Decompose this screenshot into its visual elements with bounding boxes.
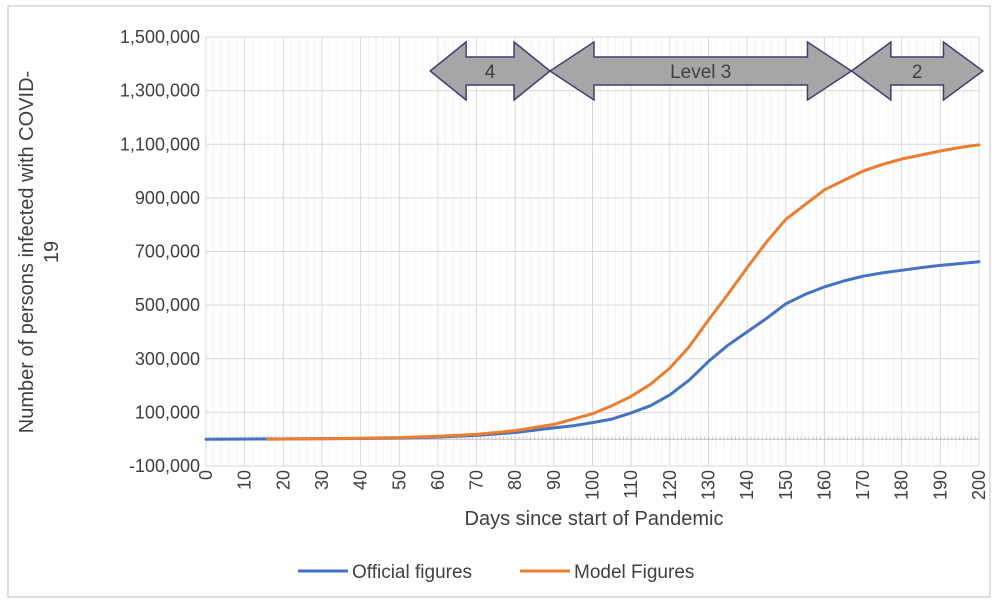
x-tick-label: 130	[698, 470, 718, 500]
x-axis-label: Days since start of Pandemic	[465, 508, 724, 530]
x-tick-label: 60	[428, 470, 448, 490]
y-tick-label: 300,000	[135, 349, 200, 369]
y-tick-label: 100,000	[135, 402, 200, 422]
x-tick-label: 120	[660, 470, 680, 500]
legend-label: Model Figures	[574, 562, 694, 583]
x-tick-label: 50	[389, 470, 409, 490]
legend: Official figures Model Figures	[298, 562, 694, 583]
x-tick-label: 0	[196, 470, 216, 480]
y-tick-label: 700,000	[135, 242, 200, 262]
level-annotations: 4 Level 3 2	[428, 40, 985, 102]
y-axis-label-line: 19	[41, 241, 63, 263]
x-axis-ticks: 0 10 20 30 40 50 60 70 80 90 100 110 120 130 140 150 160…	[196, 470, 989, 500]
x-tick-label: 90	[544, 470, 564, 490]
y-tick-label: 900,000	[135, 188, 200, 208]
y-tick-label: -100,000	[129, 456, 200, 476]
level-arrow-label: Level 3	[670, 62, 731, 83]
y-tick-label: 500,000	[135, 295, 200, 315]
level-arrow-label: 4	[485, 62, 496, 83]
series-line	[266, 143, 981, 441]
level-arrow	[850, 40, 985, 102]
legend-label: Official figures	[352, 562, 472, 583]
y-axis-ticks: -100,000 100,000 300,000 500,000 700,000 900,…	[120, 27, 200, 476]
x-tick-label: 190	[930, 470, 950, 500]
x-tick-label: 140	[737, 470, 757, 500]
x-tick-label: 200	[969, 470, 989, 500]
x-tick-label: 20	[273, 470, 293, 490]
chart-frame	[7, 5, 991, 598]
y-tick-label: 1,300,000	[120, 81, 200, 101]
level-arrow-label: 2	[912, 62, 923, 83]
y-axis-label-line: Number of persons infected with COVID-	[16, 71, 38, 433]
x-tick-label: 40	[351, 470, 371, 490]
y-tick-label: 1,500,000	[120, 27, 200, 47]
x-tick-label: 70	[467, 470, 487, 490]
x-tick-label: 30	[312, 470, 332, 490]
y-axis-label: Number of persons infected with COVID- 19	[16, 71, 63, 433]
x-tick-label: 160	[814, 470, 834, 500]
y-tick-label: 1,100,000	[120, 134, 200, 154]
x-tick-label: 80	[505, 470, 525, 490]
gridlines	[205, 36, 980, 467]
x-tick-label: 100	[583, 470, 603, 500]
x-tick-label: 10	[235, 470, 255, 490]
series-lines	[204, 143, 981, 441]
x-tick-label: 170	[853, 470, 873, 500]
x-tick-label: 180	[892, 470, 912, 500]
x-tick-label: 150	[776, 470, 796, 500]
x-tick-label: 110	[621, 470, 641, 499]
